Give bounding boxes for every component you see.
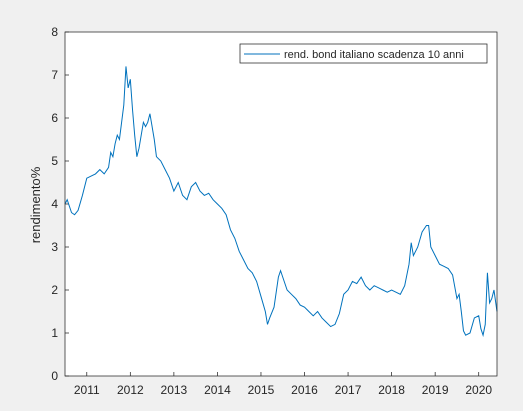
y-tick-label: 5 [51,154,58,168]
y-tick-label: 8 [51,25,58,39]
x-tick-label: 2020 [465,383,492,397]
series-line-bond-yield [64,66,498,338]
axes-background [65,32,497,376]
legend-label: rend. bond italiano scadenza 10 anni [284,49,464,61]
y-tick-label: 6 [51,111,58,125]
x-tick-label: 2013 [161,383,188,397]
legend-box [239,43,488,64]
x-tick-label: 2017 [335,383,362,397]
y-tick-label: 0 [51,369,58,383]
y-tick-label: 4 [51,197,58,211]
x-tick-label: 2011 [74,383,100,397]
y-axis-label: rendimento% [28,166,43,243]
x-tick-label: 2015 [248,383,275,397]
legend: rend. bond italiano scadenza 10 anni [239,43,488,64]
y-tick-label: 7 [51,68,58,82]
x-tick-label: 2014 [204,383,231,397]
x-axis: 2011 2012 2013 2014 2015 2016 2017 2018 2019 2020 [74,372,492,397]
x-tick-label: 2012 [117,383,144,397]
y-tick-label: 3 [51,240,58,254]
y-tick-label: 2 [51,283,58,297]
x-tick-label: 2019 [422,383,449,397]
x-tick-label: 2016 [291,383,318,397]
y-tick-label: 1 [51,326,58,340]
x-tick-label: 2018 [378,383,405,397]
axes-box [64,31,498,377]
